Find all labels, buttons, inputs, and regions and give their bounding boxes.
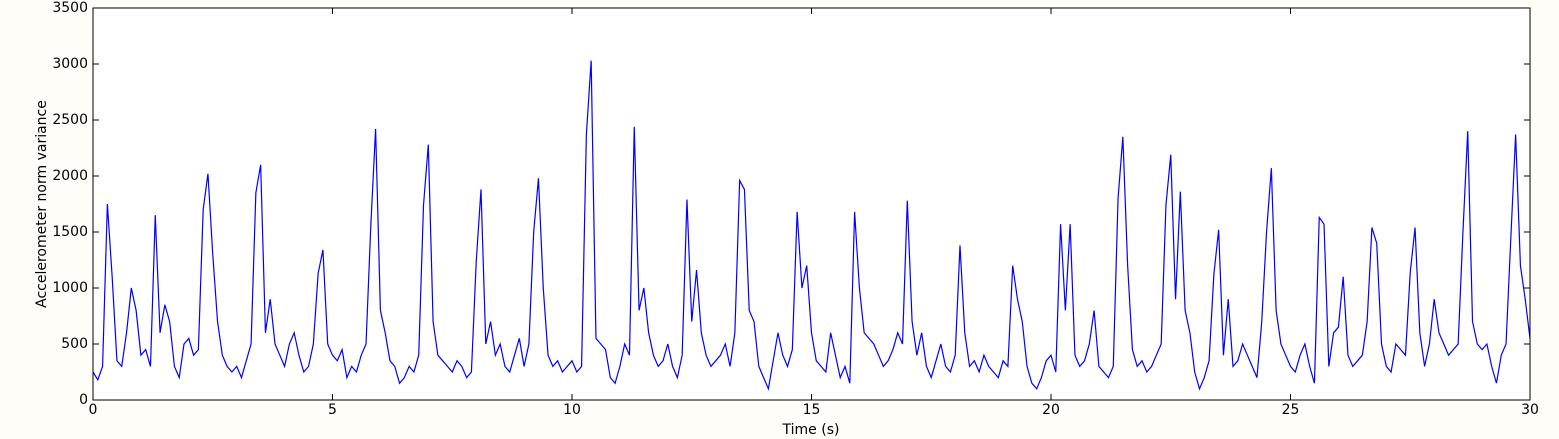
y-tick-label: 2500 — [52, 112, 88, 128]
y-tick-label: 500 — [61, 336, 88, 352]
x-tick-label: 30 — [1521, 402, 1539, 418]
x-axis-label: Time (s) — [782, 422, 840, 438]
x-tick-label: 25 — [1282, 402, 1300, 418]
y-tick-label: 1000 — [52, 280, 88, 296]
x-tick-label: 10 — [563, 402, 581, 418]
y-tick-label: 2000 — [52, 168, 88, 184]
y-tick-label: 1500 — [52, 224, 88, 240]
y-tick-label: 0 — [79, 392, 88, 408]
x-tick-label: 20 — [1042, 402, 1060, 418]
y-tick-label: 3000 — [52, 56, 88, 72]
y-axis-label: Accelerometer norm variance — [34, 100, 50, 308]
y-tick-label: 3500 — [52, 0, 88, 16]
x-tick-label: 5 — [328, 402, 337, 418]
data-line — [92, 60, 1531, 391]
plot-area — [93, 8, 1530, 400]
x-tick-label: 0 — [89, 402, 98, 418]
x-tick-label: 15 — [803, 402, 821, 418]
